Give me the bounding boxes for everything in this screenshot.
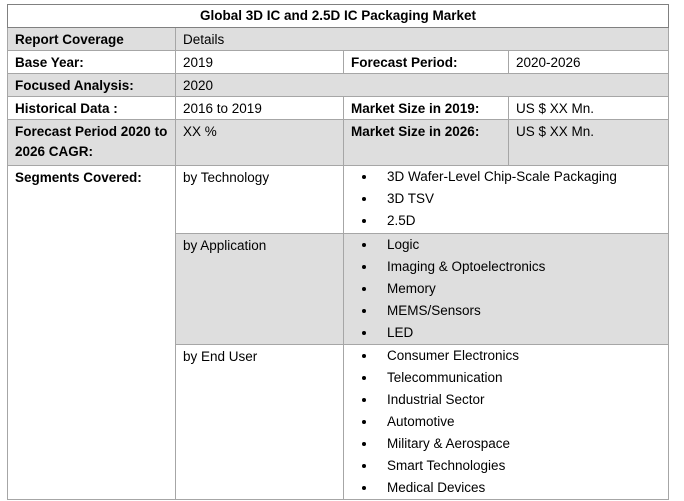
list-item: Medical Devices bbox=[377, 477, 661, 499]
cell: Segments Covered: bbox=[7, 165, 176, 500]
cell: Market Size in 2019: bbox=[343, 96, 509, 120]
list-item: Industrial Sector bbox=[377, 389, 661, 411]
cell: Details bbox=[174, 27, 670, 51]
list-item: 3D Wafer-Level Chip-Scale Packaging bbox=[377, 166, 661, 188]
cell: Report Coverage bbox=[7, 27, 176, 51]
list-item: Automotive bbox=[377, 411, 661, 433]
cell: Consumer ElectronicsTelecommunicationInd… bbox=[342, 344, 670, 500]
cell: 2020-2026 bbox=[507, 50, 670, 74]
cell: Forecast Period 2020 to 2026 CAGR: bbox=[7, 119, 176, 166]
list-item: Logic bbox=[377, 234, 661, 256]
bullet-list: 3D Wafer-Level Chip-Scale Packaging3D TS… bbox=[351, 166, 661, 232]
list-item: 3D TSV bbox=[377, 188, 661, 210]
table-title: Global 3D IC and 2.5D IC Packaging Marke… bbox=[6, 4, 670, 28]
list-item: Smart Technologies bbox=[377, 455, 661, 477]
list-item: Military & Aerospace bbox=[377, 433, 661, 455]
cell: Forecast Period: bbox=[343, 50, 509, 74]
list-item: Consumer Electronics bbox=[377, 345, 661, 367]
cell: by End User bbox=[175, 344, 344, 500]
list-item: 2.5D bbox=[377, 210, 661, 232]
cell: Base Year: bbox=[7, 50, 176, 74]
cell: 2016 to 2019 bbox=[175, 96, 344, 120]
cell: 2019 bbox=[175, 50, 344, 74]
cell: 2020 bbox=[174, 73, 670, 97]
bullet-list: LogicImaging & OptoelectronicsMemoryMEMS… bbox=[351, 234, 661, 344]
cell: Market Size in 2026: bbox=[343, 119, 509, 166]
cell: Focused Analysis: bbox=[7, 73, 176, 97]
cell: US $ XX Mn. bbox=[507, 119, 670, 166]
cell: XX % bbox=[175, 119, 344, 166]
cell: LogicImaging & OptoelectronicsMemoryMEMS… bbox=[342, 233, 670, 345]
bullet-list: Consumer ElectronicsTelecommunicationInd… bbox=[351, 345, 661, 499]
cell: US $ XX Mn. bbox=[507, 96, 670, 120]
list-item: Telecommunication bbox=[377, 367, 661, 389]
list-item: LED bbox=[377, 322, 661, 344]
cell: by Application bbox=[175, 233, 344, 345]
list-item: Memory bbox=[377, 278, 661, 300]
cell: 3D Wafer-Level Chip-Scale Packaging3D TS… bbox=[342, 165, 670, 234]
cell: Historical Data : bbox=[7, 96, 176, 120]
market-table: Global 3D IC and 2.5D IC Packaging Marke… bbox=[6, 4, 670, 500]
list-item: Imaging & Optoelectronics bbox=[377, 256, 661, 278]
list-item: MEMS/Sensors bbox=[377, 300, 661, 322]
cell: by Technology bbox=[175, 165, 344, 234]
